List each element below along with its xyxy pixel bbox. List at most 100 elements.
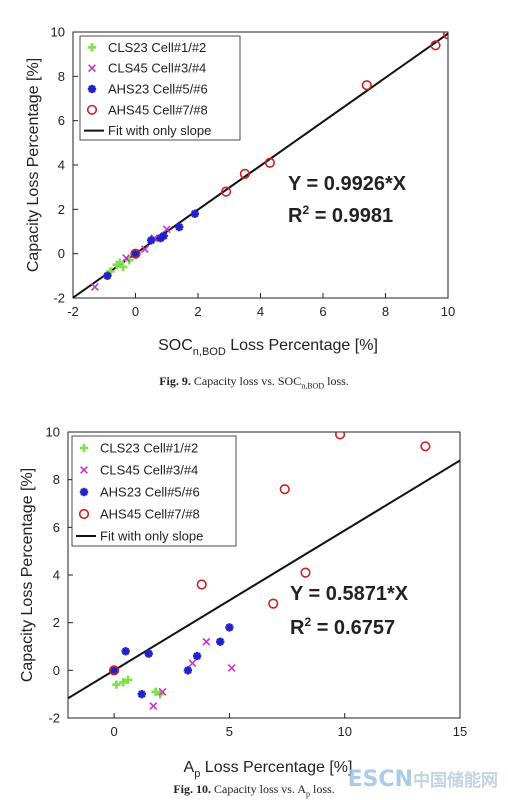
chart1-legend-marker-3: [87, 84, 97, 94]
watermark: ESCN中国储能网: [348, 766, 498, 792]
caption-fig10-sub: p: [305, 789, 310, 799]
chart1-ytick-label: 6: [58, 113, 65, 128]
chart2-annotation-r2-sup: 2: [304, 615, 311, 629]
chart2-series3-point: [121, 647, 130, 656]
chart2-legend-label-4: AHS45 Cell#7/#8: [100, 507, 200, 522]
chart1-xlabel-suffix: Loss Percentage [%]: [226, 337, 378, 354]
chart1-series2-point-b: [90, 282, 99, 291]
watermark-latin: ESCN: [347, 767, 413, 792]
caption-fig9-suffix: loss.: [324, 374, 349, 388]
chart1-series3-point-ray3: [147, 236, 155, 245]
chart1-series4-point: [264, 157, 275, 168]
chart2-legend-marker-2-b: [80, 466, 88, 474]
caption-fig9-sub: n,BOD: [301, 381, 325, 391]
chart2-ytick-label: 10: [46, 425, 60, 440]
chart2-series3-point-ray3: [216, 637, 225, 646]
chart2-series3-point: [215, 637, 225, 646]
chart1-series3-point: [159, 231, 168, 241]
chart1-legend-marker-3-ray3: [88, 85, 96, 93]
chart2-series3-point: [144, 649, 153, 658]
chart1-points: [90, 32, 448, 291]
chart2-xtick-label: 10: [337, 724, 351, 739]
chart2-legend-label-3: AHS23 Cell#5/#6: [100, 485, 200, 500]
chart2-ylabel: Capacity Loss Percentage [%]: [19, 468, 36, 682]
chart2-series4-point: [196, 579, 207, 590]
chart2-series4-point: [109, 665, 120, 676]
chart2-series3-point-ray3: [144, 649, 153, 658]
chart1-xlabel-main: SOC: [158, 337, 193, 354]
chart2-series2-point-b: [188, 659, 197, 668]
chart2-series3-point: [137, 689, 146, 699]
chart1-legend-label-3: AHS23 Cell#5/#6: [108, 82, 208, 97]
chart2-series1-point: [123, 675, 133, 685]
chart2-points: [109, 432, 431, 711]
chart2-series3-point-ray3: [110, 666, 118, 675]
chart1-legend-marker-2: [88, 64, 96, 73]
chart2-series3-point-ray3: [193, 652, 201, 660]
chart1-series3-point-ray3: [191, 209, 199, 218]
chart2-series3-point-ray3: [225, 623, 234, 632]
chart2-annotation-r2-prefix: R: [290, 617, 305, 639]
chart1-series1-point: [118, 262, 128, 272]
chart2-series2-point-b: [158, 687, 167, 696]
chart1-legend-label-2: CLS45 Cell#3/#4: [108, 61, 206, 76]
chart2-ytick-label: -2: [48, 711, 60, 726]
chart1-series4-point: [442, 32, 448, 40]
chart1-series4-point: [239, 168, 250, 179]
caption-fig9-text: Capacity loss vs. SOC: [190, 374, 302, 388]
chart1-xtick-label: 10: [441, 304, 455, 319]
chart1-series3-point-ray3: [103, 272, 112, 280]
watermark-cjk: 中国储能网: [413, 771, 498, 791]
chart1-series2-point: [122, 254, 131, 263]
chart2-series2-point-b: [227, 664, 236, 672]
chart1-annotation-r2-prefix: R: [288, 205, 303, 227]
chart1-series4-point: [361, 80, 372, 91]
chart1-series3-point: [131, 249, 140, 258]
chart2-legend-fit-label: Fit with only slope: [100, 529, 203, 544]
chart1-series3-point-ray3: [131, 249, 140, 258]
chart1-xtick-label: 2: [194, 304, 201, 319]
chart2-legend-label-2: CLS45 Cell#3/#4: [100, 463, 198, 478]
chart1-legend-box: [79, 35, 241, 141]
chart2-xtick-label: 15: [453, 724, 467, 739]
chart2-legend-marker-1: [79, 443, 89, 453]
chart2-xlabel-suffix: Loss Percentage [%]: [200, 759, 352, 776]
chart1: -2 0 2 4 6 8 10 -2 0 2 4 6 8 10 SOCn,BOD Loss Percenta…: [25, 25, 455, 359]
chart2-series4-point: [334, 432, 346, 440]
chart1-series1-point: [115, 258, 125, 267]
chart2-ytick-label: 0: [53, 663, 60, 678]
chart1-legend-marker-1: [87, 43, 97, 52]
chart1-ytick-label: 2: [58, 202, 65, 217]
chart2-annotation-r2-value: = 0.6757: [311, 617, 395, 639]
caption-fig10: Fig. 10. Capacity loss vs. Ap loss.: [0, 782, 508, 798]
chart2-series2-point: [158, 687, 167, 696]
caption-fig10-label: Fig. 10.: [173, 782, 211, 796]
chart2-series3-point: [192, 651, 202, 661]
chart2-series2-point-b: [149, 702, 158, 711]
chart1-annotation-equation: Y = 0.9926*X: [288, 173, 407, 195]
chart2-annotation-r2: R2 = 0.6757: [290, 615, 395, 639]
chart1-ytick-label: 10: [51, 25, 65, 40]
chart1-xtick-label: 4: [257, 304, 264, 319]
chart2-series1-point: [151, 687, 160, 696]
chart2-annotation-equation: Y = 0.5871*X: [290, 583, 409, 605]
chart2-series2-point: [202, 637, 211, 646]
chart2-series2-point: [188, 659, 197, 668]
chart1-annotation-r2-sup: 2: [302, 203, 309, 217]
chart1-series3-point: [103, 271, 112, 281]
chart1-series2-point: [90, 282, 99, 291]
chart1-legend-marker-4: [86, 104, 98, 115]
chart2-series3-point-ray3: [137, 690, 146, 698]
chart1-series2-point: [162, 225, 171, 234]
chart1-xtick-label: 0: [132, 304, 139, 319]
chart2-legend-marker-4: [78, 508, 90, 520]
caption-fig10-suffix: loss.: [309, 782, 335, 796]
chart1-ylabel: Capacity Loss Percentage [%]: [25, 58, 42, 272]
chart2-ytick-label: 2: [53, 615, 60, 630]
chart2-series3-point: [225, 623, 234, 632]
chart2-series2-point: [149, 702, 158, 711]
chart2-series3-point: [109, 666, 119, 675]
chart2-series4-point: [279, 484, 290, 495]
chart2-series4-point: [420, 441, 431, 452]
